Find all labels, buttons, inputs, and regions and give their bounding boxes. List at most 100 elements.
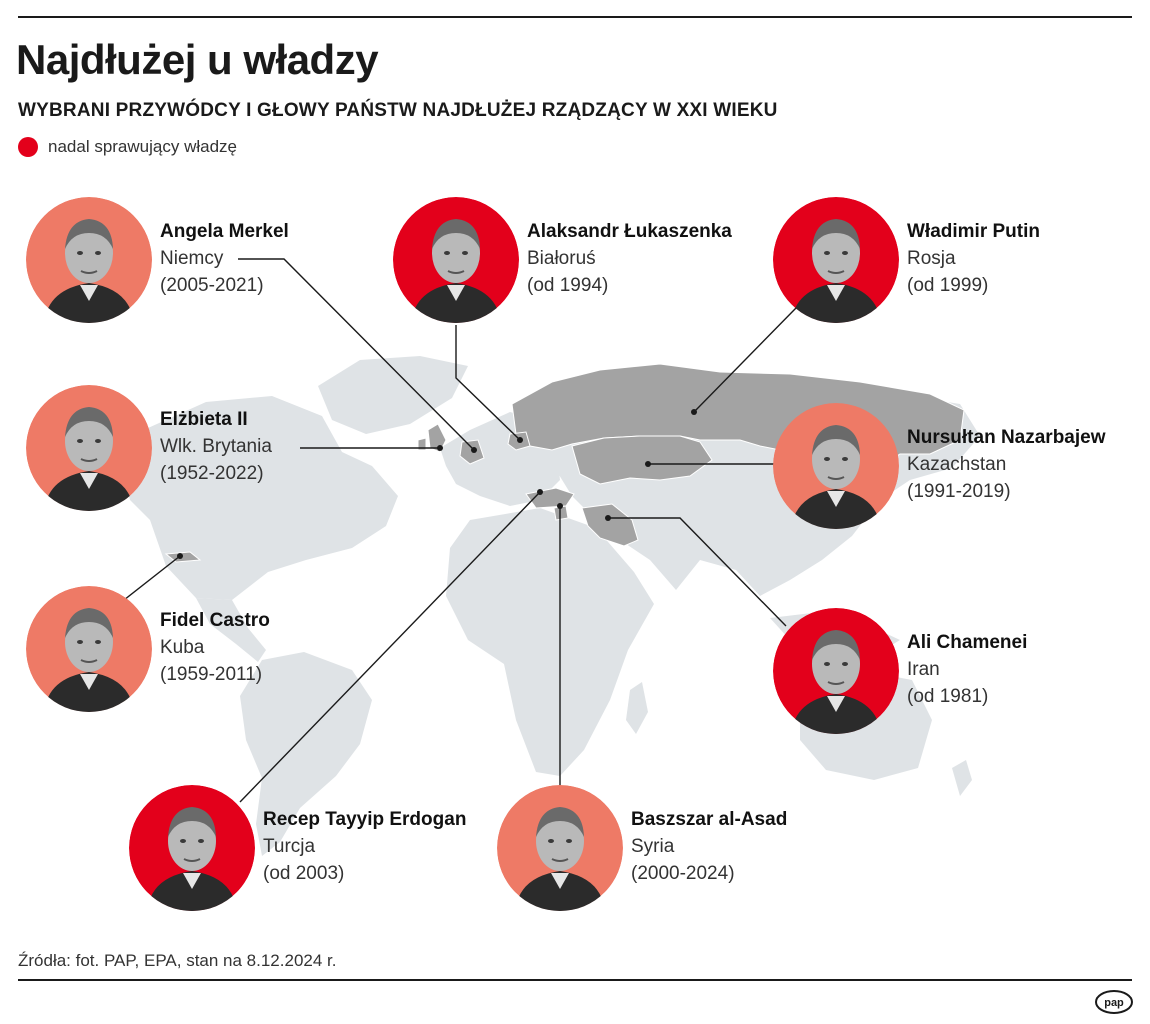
legend: nadal sprawujący władzę: [18, 137, 237, 157]
leader-country: Turcja: [263, 836, 316, 857]
portrait-eye: [842, 662, 848, 666]
portrait-mouth: [183, 858, 201, 862]
leader-country: Rosja: [907, 248, 956, 269]
leader-line-lukaszenka: [455, 325, 521, 441]
portrait-hair: [65, 407, 113, 437]
portrait-eye: [198, 839, 204, 843]
portrait-eye: [77, 640, 83, 644]
portrait-eye: [77, 439, 83, 443]
marker-germany: [471, 447, 477, 453]
portrait-castro-art: [26, 586, 152, 712]
page-subtitle: WYBRANI PRZYWÓDCY I GŁOWY PAŃSTW NAJDŁUŻ…: [18, 100, 778, 121]
leader-period: (1991-2019): [907, 481, 1011, 502]
portrait-face: [812, 223, 860, 283]
portrait-collar: [827, 696, 845, 712]
portrait-chamenei-art: [773, 608, 899, 734]
country-iran: [581, 503, 639, 547]
portrait-shoulders: [44, 283, 134, 323]
leader-period: (1959-2011): [160, 664, 263, 685]
marker-uk: [437, 445, 443, 451]
portrait-mouth: [827, 681, 845, 685]
leader-country: Niemcy: [160, 248, 224, 269]
leader-line-erdogan: [239, 491, 541, 803]
portrait-collar: [80, 473, 98, 489]
legend-label: nadal sprawujący władzę: [48, 137, 237, 156]
portrait-face: [65, 223, 113, 283]
portrait-shoulders: [147, 871, 237, 911]
portrait-shoulders: [411, 283, 501, 323]
portrait-face: [168, 811, 216, 871]
svg-text:pap: pap: [1104, 997, 1124, 1009]
portrait-shoulders: [44, 672, 134, 712]
portrait-nazarbajew: [773, 403, 899, 529]
marker-iran: [605, 515, 611, 521]
portrait-merkel-art: [26, 197, 152, 323]
africa-shape: [446, 508, 654, 776]
portrait-face: [432, 223, 480, 283]
leader-country: Iran: [907, 659, 940, 680]
country-uk: [427, 423, 447, 453]
portrait-eye: [444, 251, 450, 255]
portrait-hair: [536, 807, 584, 837]
leader-name: Recep Tayyip Erdogan: [263, 809, 467, 830]
bottom-rule: [18, 979, 1132, 981]
portrait-face: [812, 634, 860, 694]
portrait-eye: [95, 640, 101, 644]
portrait-hair: [812, 219, 860, 249]
portrait-chamenei: [773, 608, 899, 734]
portrait-mouth: [80, 270, 98, 274]
portrait-eye: [824, 457, 830, 461]
portrait-mouth: [827, 476, 845, 480]
portrait-eye: [77, 251, 83, 255]
leader-name: Fidel Castro: [160, 610, 270, 631]
portrait-hair: [812, 425, 860, 455]
portrait-face: [536, 811, 584, 871]
portrait-collar: [551, 873, 569, 889]
leader-line-castro: [123, 555, 181, 601]
leader-lines: [123, 258, 797, 803]
portrait-eye: [95, 251, 101, 255]
country-kazakhstan: [571, 435, 713, 485]
portrait-mouth: [80, 659, 98, 663]
central-america-shape: [196, 598, 266, 662]
portrait-eye: [548, 839, 554, 843]
leader-period: (1952-2022): [160, 463, 264, 484]
portrait-collar: [827, 491, 845, 507]
marker-cuba: [177, 553, 183, 559]
leader-name: Angela Merkel: [160, 221, 289, 242]
leader-name: Nursułtan Nazarbajew: [907, 427, 1106, 448]
portrait-erdogan: [129, 785, 255, 911]
source-note: Źródła: fot. PAP, EPA, stan na 8.12.2024…: [18, 951, 337, 970]
south-america-shape: [240, 652, 372, 856]
leader-period: (od 1994): [527, 275, 609, 296]
pap-logo: pap: [1095, 990, 1133, 1014]
portrait-face: [65, 411, 113, 471]
portrait-shoulders: [791, 489, 881, 529]
portrait-lukaszenka: [393, 197, 519, 323]
portrait-eye: [824, 251, 830, 255]
leader-country: Kuba: [160, 637, 205, 658]
portrait-putin: [773, 197, 899, 323]
portrait-collar: [447, 285, 465, 301]
portrait-elzbieta-art: [26, 385, 152, 511]
portrait-mouth: [551, 858, 569, 862]
portrait-nazarbajew-art: [773, 403, 899, 529]
portrait-asad: [497, 785, 623, 911]
portrait-hair: [65, 608, 113, 638]
top-rule: [18, 16, 1132, 18]
portrait-face: [812, 429, 860, 489]
marker-russia: [691, 409, 697, 415]
portrait-asad-art: [497, 785, 623, 911]
greenland-shape: [318, 356, 468, 434]
leader-name: Baszszar al-Asad: [631, 809, 788, 830]
portrait-shoulders: [44, 471, 134, 511]
leader-period: (od 1999): [907, 275, 989, 296]
portrait-face: [65, 612, 113, 672]
leader-name: Alaksandr Łukaszenka: [527, 221, 732, 242]
leader-period: (od 1981): [907, 686, 989, 707]
portrait-eye: [566, 839, 572, 843]
leader-line-chamenei: [608, 517, 787, 627]
portrait-eye: [95, 439, 101, 443]
portrait-collar: [80, 674, 98, 690]
